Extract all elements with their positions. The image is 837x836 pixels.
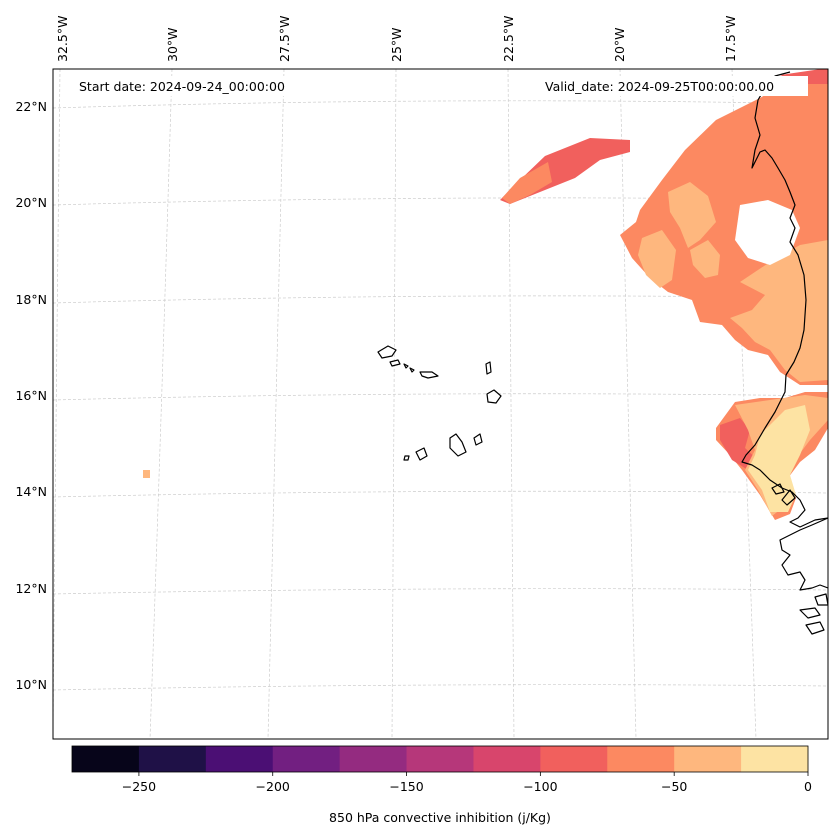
- colorbar-swatch: [72, 746, 140, 772]
- cin-contours: [143, 69, 828, 520]
- cape-verde-islands: [377, 345, 502, 461]
- map-frame: [52, 68, 829, 740]
- map-panel: Start date: 2024-09-24_00:00:00 Valid_da…: [15, 16, 829, 740]
- colorbar-tick-label: −200: [256, 779, 290, 794]
- colorbar-swatch: [406, 746, 474, 772]
- colorbar-ticks: −250 −200 −150 −100 −50 0: [122, 772, 812, 794]
- colorbar-tick-label: −150: [389, 779, 423, 794]
- colorbar-swatch: [607, 746, 675, 772]
- latitude-labels: 22°N 20°N 18°N 16°N 14°N 12°N 10°N: [15, 99, 47, 692]
- colorbar-swatch: [674, 746, 742, 772]
- lon-label: 20°W: [612, 27, 627, 62]
- colorbar-swatch: [339, 746, 408, 772]
- lat-label: 20°N: [15, 195, 47, 210]
- coastlines: [741, 71, 828, 635]
- colorbar-tick-label: −50: [661, 779, 687, 794]
- colorbar-tick-label: 0: [804, 779, 812, 794]
- lat-label: 14°N: [15, 484, 47, 499]
- date-labels: Start date: 2024-09-24_00:00:00 Valid_da…: [72, 76, 808, 96]
- colorbar-swatch: [138, 746, 207, 772]
- lon-label: 30°W: [165, 27, 180, 62]
- colorbar: −250 −200 −150 −100 −50 0 850 hPa convective …: [71, 745, 812, 825]
- lon-label: 27.5°W: [277, 16, 292, 62]
- lat-label: 18°N: [15, 292, 47, 307]
- lon-label: 25°W: [389, 27, 404, 62]
- colorbar-swatch: [473, 746, 541, 772]
- lat-label: 12°N: [15, 581, 47, 596]
- lon-label: 22.5°W: [501, 16, 516, 62]
- lon-label: 17.5°W: [723, 16, 738, 62]
- colorbar-tick-label: −100: [523, 779, 557, 794]
- colorbar-swatch: [741, 746, 809, 772]
- colorbar-swatch: [272, 746, 341, 772]
- colorbar-swatches: [72, 746, 809, 772]
- colorbar-label: 850 hPa convective inhibition (j/Kg): [329, 810, 551, 825]
- colorbar-swatch: [540, 746, 608, 772]
- lat-label: 16°N: [15, 388, 47, 403]
- lat-label: 10°N: [15, 677, 47, 692]
- lon-label: 32.5°W: [55, 16, 70, 62]
- start-date-label: Start date: 2024-09-24_00:00:00: [79, 79, 285, 94]
- colorbar-swatch: [205, 746, 274, 772]
- graticule: [53, 69, 828, 739]
- longitude-labels: 32.5°W 30°W 27.5°W 25°W 22.5°W 20°W 17.5…: [55, 16, 738, 62]
- valid-date-label: Valid_date: 2024-09-25T00:00:00.00: [545, 79, 774, 94]
- lat-label: 22°N: [15, 99, 47, 114]
- colorbar-tick-label: −250: [122, 779, 156, 794]
